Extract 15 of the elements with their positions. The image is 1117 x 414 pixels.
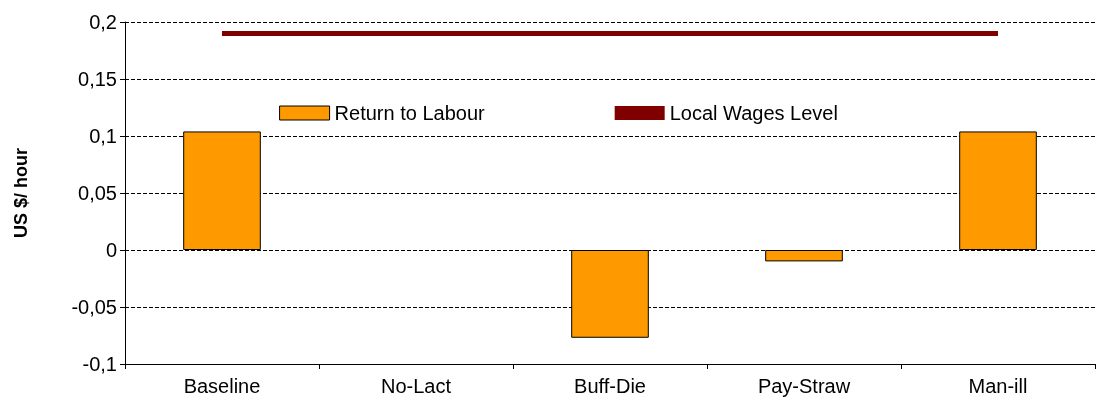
x-tick-label: Pay-Straw <box>757 375 851 397</box>
y-tick-label: 0,05 <box>78 182 117 204</box>
x-tick-label: Baseline <box>183 375 261 397</box>
x-tick-label: Buff-Die <box>574 375 646 397</box>
y-tick-label: 0,1 <box>89 125 117 147</box>
legend-label: Return to Labour <box>334 102 486 124</box>
x-tick-label: Man-ill <box>968 375 1028 397</box>
y-tick-label: 0,2 <box>89 11 117 33</box>
y-tick-label: -0,05 <box>71 296 117 318</box>
x-tick-label: No-Lact <box>380 375 452 397</box>
y-tick-label: -0,1 <box>82 353 117 375</box>
y-tick-label: 0 <box>105 239 117 261</box>
legend-label: Local Wages Level <box>669 102 838 124</box>
y-axis-title: US $/ hour <box>11 147 31 239</box>
y-tick-label: 0,15 <box>78 68 117 90</box>
